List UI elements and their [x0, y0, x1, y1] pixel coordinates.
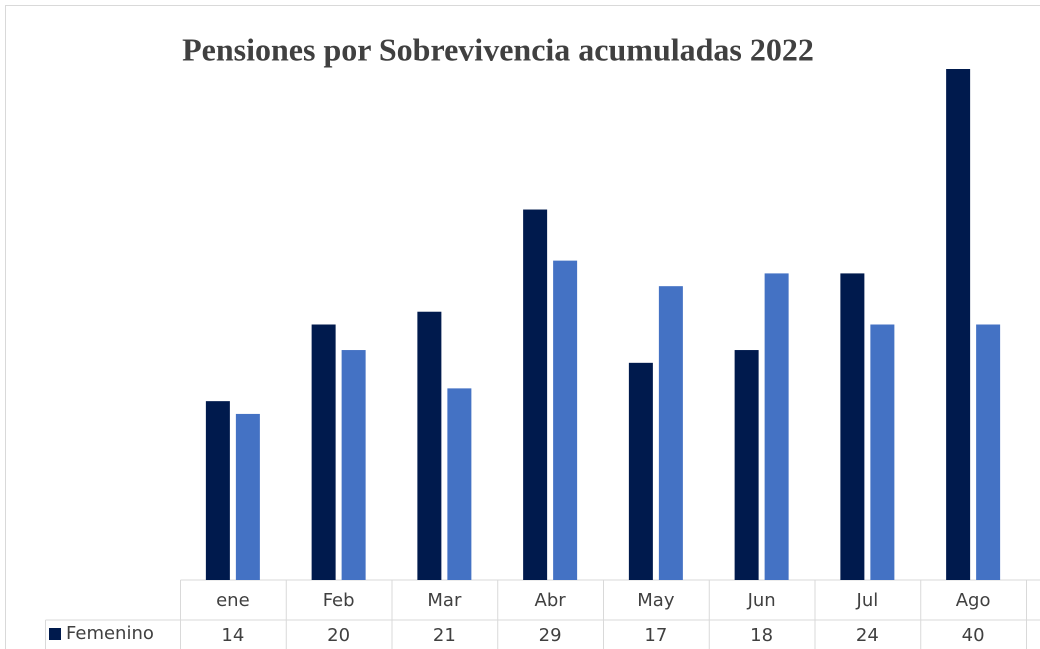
table-value: 24: [856, 625, 879, 646]
bar: [840, 273, 865, 580]
x-tick-label: Jul: [856, 590, 879, 611]
x-tick-label: Ago: [956, 590, 991, 611]
bar: [628, 362, 653, 580]
bar: [870, 324, 895, 580]
x-tick-label: ene: [216, 590, 250, 611]
x-tick-label: Jun: [747, 590, 776, 611]
bar: [235, 413, 260, 580]
legend-label: Femenino: [66, 623, 154, 644]
x-tick-label: Abr: [535, 590, 567, 611]
x-tick-label: Feb: [323, 590, 355, 611]
chart-border: [5, 5, 1040, 649]
table-value: 14: [221, 625, 244, 646]
table-value: 18: [750, 625, 773, 646]
bar: [447, 388, 472, 580]
bar: [553, 260, 578, 580]
chart-title: Pensiones por Sobrevivencia acumuladas 2…: [182, 31, 814, 67]
bar: [311, 324, 336, 580]
table-value: 40: [962, 625, 985, 646]
bar: [523, 209, 548, 580]
bar: [205, 401, 230, 580]
bar: [658, 286, 683, 580]
bar: [764, 273, 789, 580]
bar: [417, 311, 442, 580]
bar: [341, 350, 366, 580]
table-value: 21: [433, 625, 456, 646]
legend-swatch: [49, 628, 61, 640]
bar: [976, 324, 1001, 580]
x-tick-label: Mar: [427, 590, 462, 611]
table-value: 17: [644, 625, 667, 646]
bar: [946, 69, 971, 580]
table-value: 29: [539, 625, 562, 646]
x-tick-label: May: [637, 590, 675, 611]
bar: [734, 350, 759, 580]
table-value: 20: [327, 625, 350, 646]
